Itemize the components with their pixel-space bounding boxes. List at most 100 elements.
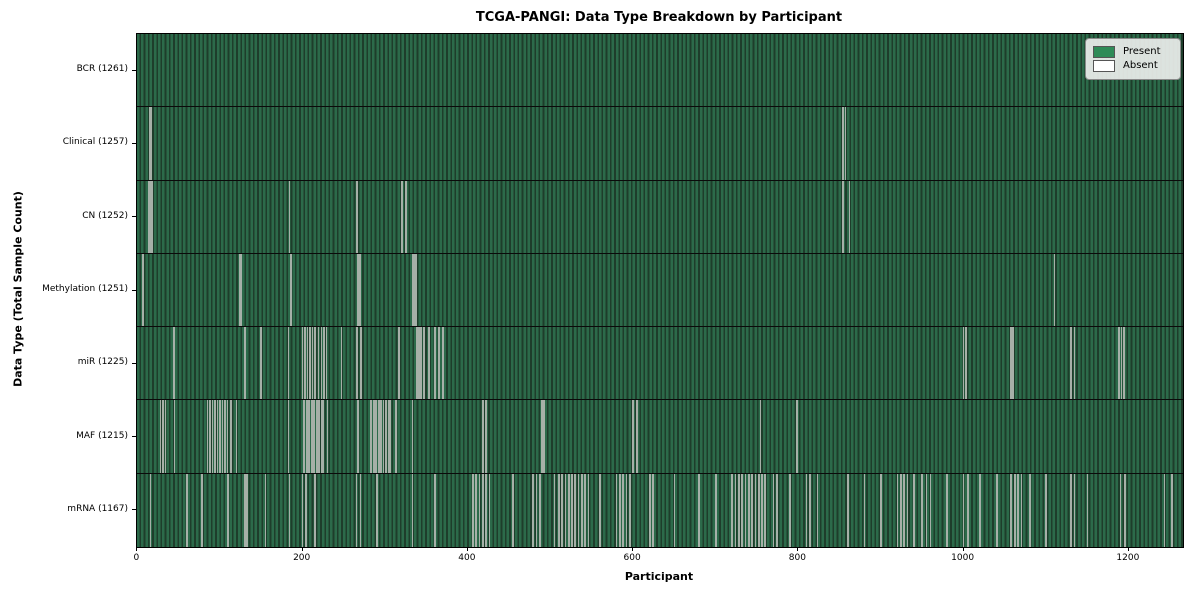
y-tick-label: Methylation (1251) bbox=[42, 284, 128, 294]
absent-stripe bbox=[929, 473, 932, 547]
absent-stripe bbox=[772, 473, 775, 547]
absent-stripe bbox=[475, 473, 477, 547]
x-tick-label: 600 bbox=[623, 553, 641, 563]
chart-title: TCGA-PANGI: Data Type Breakdown by Parti… bbox=[475, 10, 843, 25]
absent-stripe bbox=[405, 180, 407, 253]
absent-stripe bbox=[229, 400, 232, 473]
x-tick-mark bbox=[797, 547, 799, 551]
absent-stripe bbox=[221, 400, 224, 473]
y-tick-mark bbox=[132, 436, 136, 438]
absent-stripe bbox=[323, 327, 325, 400]
y-tick-label: BCR (1261) bbox=[76, 64, 128, 75]
absent-stripe bbox=[571, 473, 573, 547]
absent-stripe bbox=[805, 473, 808, 547]
absent-stripe bbox=[303, 400, 306, 473]
absent-stripe bbox=[962, 327, 965, 400]
absent-stripe bbox=[1053, 253, 1056, 327]
absent-stripe bbox=[304, 327, 306, 400]
x-tick-mark bbox=[1127, 547, 1129, 551]
y-tick-label: mRNA (1167) bbox=[67, 503, 128, 514]
absent-stripe bbox=[219, 400, 221, 473]
absent-stripe bbox=[1009, 327, 1012, 400]
absent-stripe bbox=[759, 400, 762, 473]
absent-stripe bbox=[577, 473, 580, 547]
absent-stripe bbox=[751, 473, 753, 547]
legend: Present Absent bbox=[1085, 38, 1181, 80]
absent-stripe bbox=[227, 473, 230, 547]
absent-stripe bbox=[903, 473, 905, 547]
absent-stripe bbox=[313, 400, 316, 473]
absent-stripe bbox=[1028, 473, 1031, 547]
y-tick-label: Clinical (1257) bbox=[62, 137, 128, 148]
absent-stripe bbox=[1118, 327, 1120, 400]
y-tick-mark bbox=[132, 216, 136, 218]
x-tick-label: 1000 bbox=[951, 553, 975, 563]
absent-stripe bbox=[478, 473, 481, 547]
y-tick-label: MAF (1215) bbox=[76, 430, 128, 441]
absent-stripe bbox=[148, 107, 151, 180]
absent-stripe bbox=[714, 473, 717, 547]
absent-stripe bbox=[906, 473, 909, 547]
absent-stripe bbox=[776, 473, 778, 547]
absent-stripe bbox=[356, 327, 359, 400]
absent-stripe bbox=[315, 400, 318, 473]
absent-stripe bbox=[360, 327, 363, 400]
absent-stripe bbox=[880, 473, 882, 547]
x-tick-mark bbox=[466, 547, 468, 551]
absent-stripe bbox=[375, 400, 378, 473]
absent-stripe bbox=[488, 473, 491, 547]
absent-stripe bbox=[317, 327, 320, 400]
present-swatch-icon bbox=[1093, 46, 1115, 58]
absent-stripe bbox=[842, 180, 844, 253]
absent-stripe bbox=[741, 473, 744, 547]
x-tick-label: 200 bbox=[293, 553, 311, 563]
x-tick-mark bbox=[136, 547, 138, 551]
absent-stripe bbox=[142, 253, 145, 327]
x-axis-title: Participant bbox=[624, 570, 694, 583]
absent-stripe bbox=[472, 473, 474, 547]
absent-stripe bbox=[322, 400, 325, 473]
absent-stripe bbox=[438, 327, 440, 400]
absent-stripe bbox=[648, 473, 651, 547]
absent-stripe bbox=[310, 400, 313, 473]
absent-stripe bbox=[899, 473, 902, 547]
absent-stripe bbox=[423, 327, 425, 400]
heatmap-row-mRNA bbox=[137, 473, 1183, 547]
absent-stripe bbox=[340, 327, 343, 400]
absent-stripe bbox=[816, 473, 819, 547]
legend-entry-absent: Absent bbox=[1093, 60, 1173, 72]
absent-stripe bbox=[442, 327, 444, 400]
absent-stripe bbox=[625, 473, 628, 547]
absent-stripe bbox=[541, 400, 544, 473]
absent-stripe bbox=[863, 473, 866, 547]
absent-stripe bbox=[543, 400, 545, 473]
absent-stripe bbox=[538, 473, 541, 547]
absent-stripe bbox=[172, 327, 175, 400]
absent-stripe bbox=[481, 400, 484, 473]
absent-stripe bbox=[1020, 473, 1023, 547]
absent-stripe bbox=[966, 473, 969, 547]
absent-stripe bbox=[411, 253, 414, 327]
absent-stripe bbox=[400, 180, 403, 253]
absent-stripe bbox=[485, 473, 487, 547]
legend-present-label: Present bbox=[1123, 46, 1161, 57]
absent-stripe bbox=[318, 400, 321, 473]
absent-stripe bbox=[434, 473, 436, 547]
absent-stripe bbox=[747, 473, 750, 547]
y-tick-mark bbox=[132, 362, 136, 364]
absent-stripe bbox=[209, 400, 211, 473]
absent-stripe bbox=[382, 400, 385, 473]
legend-absent-label: Absent bbox=[1123, 60, 1158, 71]
absent-stripe bbox=[761, 473, 763, 547]
absent-stripe bbox=[1123, 327, 1125, 400]
absent-stripe bbox=[356, 180, 359, 253]
absent-stripe bbox=[415, 253, 417, 327]
absent-stripe bbox=[314, 473, 316, 547]
absent-stripe bbox=[395, 400, 397, 473]
absent-stripe bbox=[599, 473, 601, 547]
absent-stripe bbox=[385, 400, 387, 473]
absent-stripe bbox=[636, 400, 639, 473]
absent-stripe bbox=[398, 327, 401, 400]
x-tick-mark bbox=[301, 547, 303, 551]
absent-stripe bbox=[239, 253, 241, 327]
